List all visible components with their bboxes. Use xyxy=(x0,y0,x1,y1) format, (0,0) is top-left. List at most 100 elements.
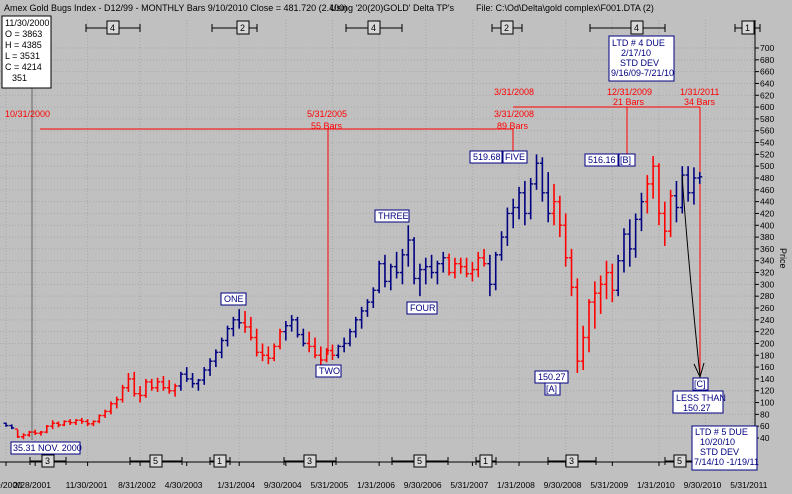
y-tick-label: 200 xyxy=(760,338,774,348)
svg-text:5: 5 xyxy=(153,456,158,466)
chart-title: Amex Gold Bugs Index - D12/99 - MONTHLY … xyxy=(4,3,347,13)
ohlc-bar xyxy=(353,316,359,338)
y-tick-label: 340 xyxy=(760,256,774,266)
x-tick-label: 1/31/2006 xyxy=(357,480,395,490)
ohlc-bar xyxy=(178,371,184,391)
ohlc-bar xyxy=(3,422,9,427)
ohlc-bar xyxy=(120,384,126,403)
ohlc-bar xyxy=(26,430,32,437)
file-path: File: C:\Od\Delta\gold complex\F001.DTA … xyxy=(476,3,654,13)
ohlc-bar xyxy=(213,349,219,368)
ohlc-bar xyxy=(697,172,703,184)
ohlc-bar xyxy=(125,373,131,392)
annotation-date: 3/31/2008 xyxy=(494,87,534,97)
ohlc-bar xyxy=(586,299,592,353)
ohlc-bar xyxy=(481,248,487,267)
y-tick-label: 520 xyxy=(760,149,774,159)
annotation-date: 10/31/2000 xyxy=(5,109,50,119)
ohlc-bar xyxy=(603,260,609,300)
y-tick-label: 220 xyxy=(760,327,774,337)
ohlc-bar xyxy=(528,178,534,220)
ohlc-bar xyxy=(114,396,120,409)
wave-label-two: TWO xyxy=(315,364,342,378)
x-tick-label: 2/28/2001 xyxy=(13,480,51,490)
svg-text:3: 3 xyxy=(569,456,574,466)
x-tick-label: 5/31/2011 xyxy=(730,480,767,490)
ohlc-bar xyxy=(469,261,475,282)
ohlc-bar xyxy=(434,260,440,285)
wave-label-c: [C] xyxy=(692,377,709,391)
ohlc-bar xyxy=(90,420,96,427)
ltd4-line: 9/16/09-7/21/10 xyxy=(611,68,674,78)
annotation-bars: 89 Bars xyxy=(497,121,529,131)
ohlc-bar xyxy=(160,375,166,391)
less-than-box: LESS THAN 150.27 xyxy=(672,390,726,414)
cycle-marker-top: 2 xyxy=(491,20,523,35)
y-tick-label: 640 xyxy=(760,78,774,88)
ohlc-bar xyxy=(534,154,540,190)
y-tick-label: 40 xyxy=(760,433,770,443)
y-axis: 4060801001201401601802002202402602803003… xyxy=(754,20,774,462)
ohlc-bar xyxy=(464,257,470,278)
ohlc-bar xyxy=(359,306,365,329)
y-tick-label: 120 xyxy=(760,386,774,396)
ohlc-bar xyxy=(673,180,679,223)
ohlc-bar xyxy=(446,253,452,276)
y-tick-label: 560 xyxy=(760,126,774,136)
ohlc-bar xyxy=(551,183,557,226)
ohlc-bar xyxy=(429,254,435,279)
ohlc-bar xyxy=(265,346,271,365)
y-tick-label: 280 xyxy=(760,291,774,301)
ohlc-bar xyxy=(615,254,621,297)
ohlc-bar xyxy=(207,358,213,376)
ohlc-bar xyxy=(569,248,575,297)
svg-text:3: 3 xyxy=(307,456,312,466)
cycle-marker-bottom: 3 xyxy=(547,454,597,468)
ohlc-bar xyxy=(271,343,277,362)
ohlc-bar xyxy=(510,198,516,229)
time-projection-lines xyxy=(31,88,701,440)
ohlc-bar xyxy=(679,166,685,214)
y-tick-label: 660 xyxy=(760,67,774,77)
ohlc-bar xyxy=(15,428,21,438)
ohlc-bar xyxy=(143,378,149,398)
ohlc-bar xyxy=(347,328,353,347)
wave-label-a: [A] xyxy=(544,382,561,396)
ohlc-bar xyxy=(423,257,429,285)
wave-label-b-value: 516.16 xyxy=(584,153,619,167)
ohlc-bar xyxy=(475,251,481,278)
ohlc-bar xyxy=(329,344,335,360)
x-tick-label: 1/31/2004 xyxy=(217,480,255,490)
ohlc-bar xyxy=(283,321,289,341)
ohlc-bar xyxy=(20,433,26,440)
x-tick-label: 9/29/2000 xyxy=(0,480,22,490)
projection-arrow xyxy=(681,174,705,379)
ohlc-bar xyxy=(458,257,464,274)
ohlc-bar xyxy=(598,275,604,314)
x-tick-label: 4/30/2003 xyxy=(165,480,203,490)
y-tick-label: 80 xyxy=(760,409,770,419)
ohlc-bar xyxy=(405,225,411,267)
info-line: L = 3531 xyxy=(5,51,40,61)
ohlc-bar xyxy=(516,186,522,220)
ohlc-bar xyxy=(621,228,627,273)
ohlc-bar xyxy=(9,424,15,430)
ohlc-bar xyxy=(166,380,172,394)
ohlc-bar xyxy=(563,213,569,267)
cycle-marker-bottom: 5 xyxy=(129,454,183,468)
svg-text:ONE: ONE xyxy=(224,294,244,304)
wave-label-a-value: 150.27 xyxy=(534,370,569,384)
y-tick-label: 680 xyxy=(760,55,774,65)
ohlc-bar xyxy=(487,254,493,297)
ohlc-bar xyxy=(499,231,505,261)
y-tick-label: 180 xyxy=(760,350,774,360)
ohlc-bar xyxy=(137,386,143,403)
ohlc-bar xyxy=(289,315,295,332)
ohlc-bar xyxy=(201,367,207,385)
ohlc-bar xyxy=(190,373,196,388)
ohlc-bar xyxy=(195,378,201,391)
ohlc-bar xyxy=(557,195,563,238)
y-tick-label: 60 xyxy=(760,421,770,431)
annotation-bars: 34 Bars xyxy=(684,97,716,107)
